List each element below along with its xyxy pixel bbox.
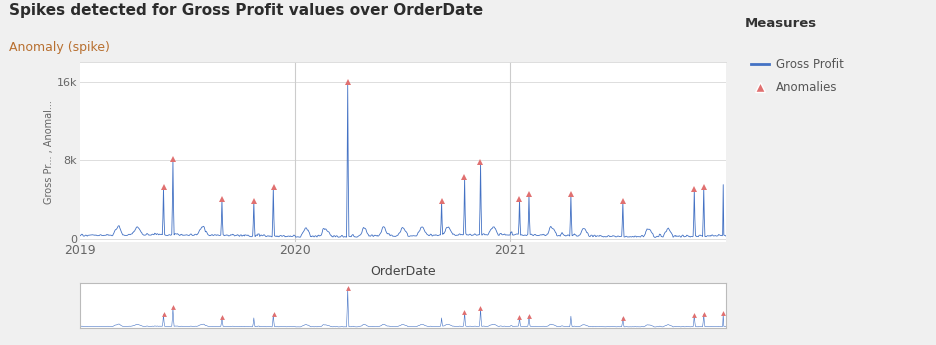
Legend: Gross Profit, Anomalies: Gross Profit, Anomalies bbox=[750, 58, 842, 94]
Text: Anomaly (spike): Anomaly (spike) bbox=[9, 41, 110, 55]
Text: OrderDate: OrderDate bbox=[370, 265, 435, 278]
Text: Measures: Measures bbox=[744, 17, 816, 30]
Y-axis label: Gross Pr... , Anomal...: Gross Pr... , Anomal... bbox=[44, 100, 53, 204]
Text: Spikes detected for Gross Profit values over OrderDate: Spikes detected for Gross Profit values … bbox=[9, 3, 483, 18]
